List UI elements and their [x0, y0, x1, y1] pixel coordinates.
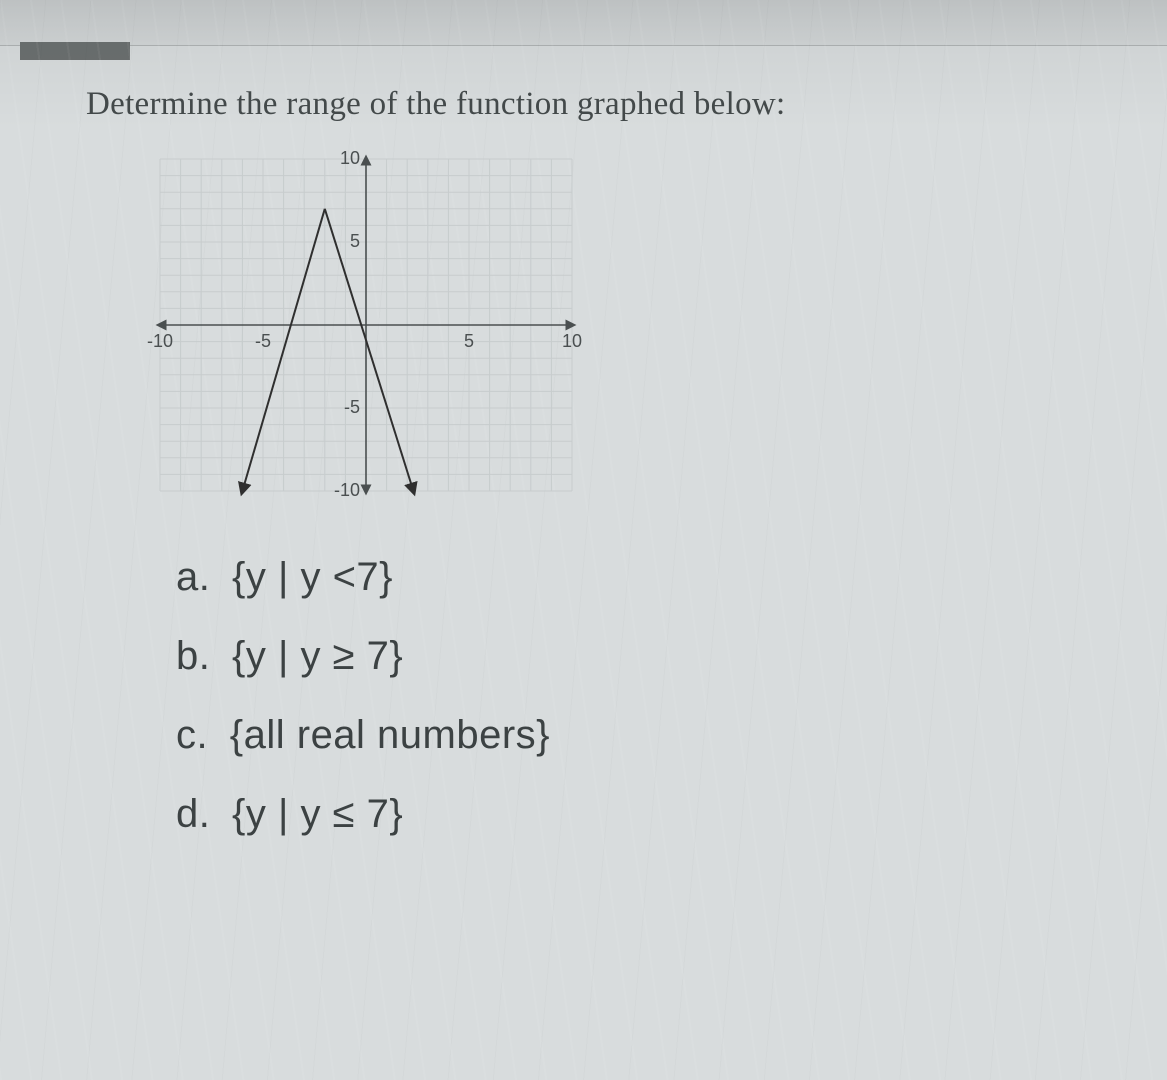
svg-text:-5: -5 [255, 331, 271, 351]
choice-text: {all real numbers} [230, 713, 550, 757]
svg-text:-10: -10 [334, 480, 360, 500]
svg-text:-10: -10 [147, 331, 173, 351]
ui-tab-stub [20, 42, 130, 60]
choice-text: {y | y ≤ 7} [232, 792, 403, 836]
choice-text: {y | y <7} [232, 555, 393, 599]
choice-label: d. [176, 792, 210, 836]
choice-label: b. [176, 634, 210, 678]
svg-text:-5: -5 [344, 397, 360, 417]
choice-text: {y | y ≥ 7} [232, 634, 403, 678]
question-block: Determine the range of the function grap… [86, 86, 1127, 1060]
page-top-edge [0, 0, 1167, 46]
answer-choices: a. {y | y <7} b. {y | y ≥ 7} c. {all rea… [176, 555, 1127, 837]
question-prompt: Determine the range of the function grap… [86, 86, 1127, 123]
answer-choice-c[interactable]: c. {all real numbers} [176, 713, 1127, 758]
svg-text:5: 5 [464, 331, 474, 351]
answer-choice-b[interactable]: b. {y | y ≥ 7} [176, 634, 1127, 679]
graph-svg: -10 -5 5 10 -10 -5 5 10 [146, 145, 586, 505]
choice-label: c. [176, 713, 208, 757]
svg-text:10: 10 [340, 148, 360, 168]
function-graph: -10 -5 5 10 -10 -5 5 10 [146, 145, 586, 505]
svg-text:10: 10 [562, 331, 582, 351]
answer-choice-a[interactable]: a. {y | y <7} [176, 555, 1127, 600]
answer-choice-d[interactable]: d. {y | y ≤ 7} [176, 792, 1127, 837]
svg-text:5: 5 [350, 231, 360, 251]
choice-label: a. [176, 555, 210, 599]
